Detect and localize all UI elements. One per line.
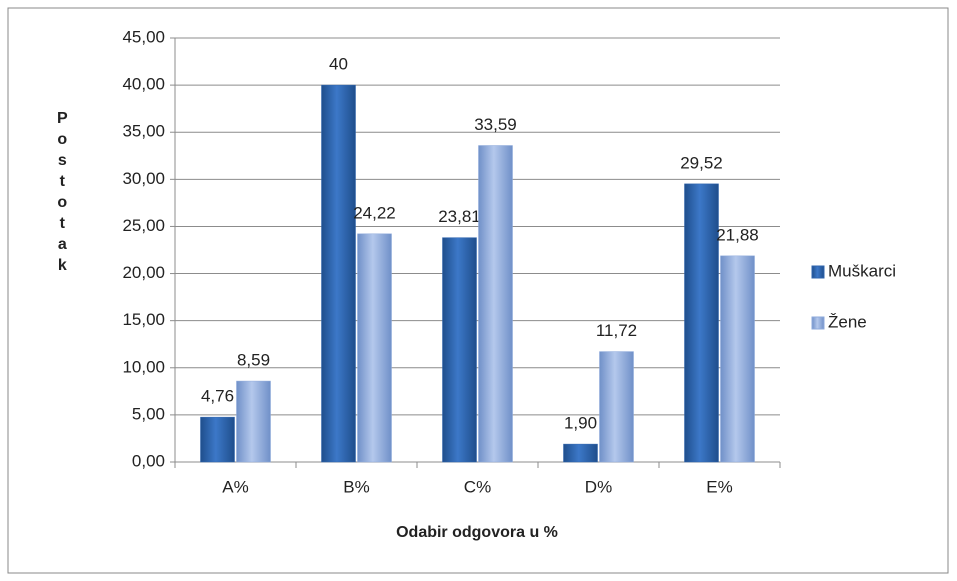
bar bbox=[200, 416, 235, 463]
y-axis-title: Postotak bbox=[54, 110, 71, 278]
legend-label: Žene bbox=[828, 312, 867, 331]
y-tick-label: 40,00 bbox=[122, 75, 165, 94]
bar bbox=[599, 351, 634, 463]
y-tick-label: 10,00 bbox=[122, 357, 165, 376]
x-tick-label: A% bbox=[222, 477, 248, 496]
bar bbox=[720, 255, 755, 463]
x-tick-label: B% bbox=[343, 477, 369, 496]
y-tick-label: 30,00 bbox=[122, 169, 165, 188]
x-tick-label: D% bbox=[585, 477, 612, 496]
y-tick-label: 20,00 bbox=[122, 263, 165, 282]
x-tick-label: C% bbox=[464, 477, 491, 496]
bar bbox=[357, 233, 392, 463]
bar bbox=[442, 237, 477, 463]
value-label: 21,88 bbox=[716, 225, 759, 244]
value-label: 33,59 bbox=[474, 115, 517, 134]
y-tick-label: 25,00 bbox=[122, 216, 165, 235]
y-tick-label: 15,00 bbox=[122, 310, 165, 329]
bar bbox=[321, 84, 356, 463]
bar bbox=[684, 183, 719, 463]
y-tick-label: 0,00 bbox=[132, 451, 165, 470]
value-label: 24,22 bbox=[353, 203, 396, 222]
x-tick-label: E% bbox=[706, 477, 732, 496]
legend-swatch bbox=[811, 316, 825, 330]
bar bbox=[236, 380, 271, 463]
value-label: 40 bbox=[329, 55, 348, 74]
chart-border bbox=[7, 7, 949, 574]
legend-swatch bbox=[811, 265, 825, 279]
value-label: 8,59 bbox=[237, 351, 270, 370]
value-label: 1,90 bbox=[564, 414, 597, 433]
y-tick-label: 35,00 bbox=[122, 122, 165, 141]
y-tick-label: 5,00 bbox=[132, 404, 165, 423]
bar bbox=[563, 443, 598, 463]
bar bbox=[478, 145, 513, 463]
value-label: 23,81 bbox=[438, 207, 481, 226]
legend-label: Muškarci bbox=[828, 261, 896, 280]
value-label: 29,52 bbox=[680, 153, 723, 172]
x-axis-title: Odabir odgovora u % bbox=[396, 524, 558, 541]
value-label: 4,76 bbox=[201, 387, 234, 406]
y-tick-label: 45,00 bbox=[122, 27, 165, 46]
value-label: 11,72 bbox=[596, 321, 637, 340]
